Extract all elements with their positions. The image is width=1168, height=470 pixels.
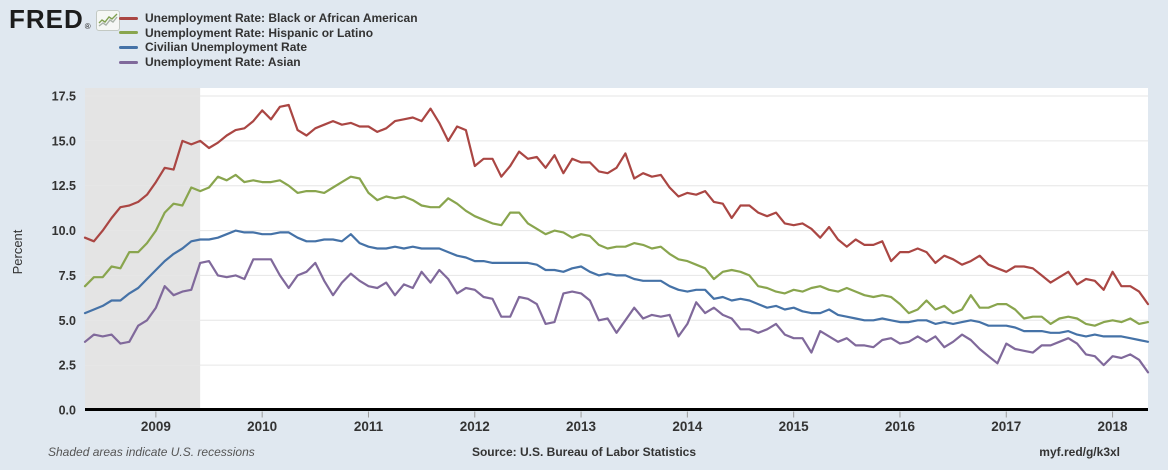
registered-trademark: ® bbox=[84, 22, 91, 31]
x-axis-label: 2015 bbox=[779, 419, 810, 434]
legend-line-swatch bbox=[119, 16, 138, 20]
y-axis-label: 15.0 bbox=[52, 134, 76, 148]
y-axis-label: 0.0 bbox=[59, 404, 76, 418]
x-axis-label: 2017 bbox=[991, 419, 1021, 434]
y-axis-title: Percent bbox=[10, 229, 25, 274]
series-line-unemployment-rate-black-or-african-american bbox=[83, 103, 1150, 306]
y-axis-label: 12.5 bbox=[52, 179, 76, 193]
legend-item: Unemployment Rate: Hispanic or Latino bbox=[119, 26, 418, 41]
legend-line-swatch bbox=[119, 45, 138, 49]
source-label: Source: U.S. Bureau of Labor Statistics bbox=[471, 445, 697, 459]
legend-label: Civilian Unemployment Rate bbox=[145, 40, 308, 55]
legend-label: Unemployment Rate: Hispanic or Latino bbox=[145, 25, 374, 40]
x-axis-label: 2010 bbox=[247, 419, 277, 434]
series-line-unemployment-rate-hispanic-or-latino bbox=[83, 173, 1150, 327]
legend-line-swatch bbox=[119, 31, 138, 35]
x-axis-label: 2016 bbox=[885, 419, 916, 434]
legend-label: Unemployment Rate: Asian bbox=[145, 55, 301, 70]
x-axis-label: 2014 bbox=[672, 419, 703, 434]
y-axis-label: 5.0 bbox=[59, 314, 76, 328]
series-line-civilian-unemployment-rate bbox=[83, 229, 1150, 343]
y-axis-label: 2.5 bbox=[59, 359, 76, 373]
x-axis-label: 2011 bbox=[354, 419, 384, 434]
y-axis-label: 17.5 bbox=[52, 90, 76, 104]
x-axis-label: 2012 bbox=[460, 419, 490, 434]
plot-area[interactable] bbox=[85, 88, 1148, 410]
series-line-unemployment-rate-asian bbox=[83, 258, 1150, 374]
x-axis-label: 2018 bbox=[1098, 419, 1129, 434]
legend-label: Unemployment Rate: Black or African Amer… bbox=[145, 11, 418, 26]
legend-item: Unemployment Rate: Asian bbox=[119, 55, 418, 70]
x-axis-label: 2009 bbox=[141, 419, 171, 434]
legend: Unemployment Rate: Black or African Amer… bbox=[119, 11, 418, 69]
recession-note: Shaded areas indicate U.S. recessions bbox=[48, 445, 255, 459]
x-axis-label: 2013 bbox=[566, 419, 597, 434]
legend-item: Civilian Unemployment Rate bbox=[119, 40, 418, 55]
fred-logo-text: FRED bbox=[9, 4, 84, 34]
line-chart-icon bbox=[95, 10, 120, 31]
fred-logo[interactable]: FRED ® bbox=[9, 6, 120, 32]
legend-line-swatch bbox=[119, 60, 138, 64]
legend-item: Unemployment Rate: Black or African Amer… bbox=[119, 11, 418, 26]
y-axis-label: 10.0 bbox=[52, 224, 76, 238]
y-axis-label: 7.5 bbox=[59, 269, 76, 283]
short-url-link[interactable]: myf.red/g/k3xl bbox=[1039, 445, 1120, 459]
